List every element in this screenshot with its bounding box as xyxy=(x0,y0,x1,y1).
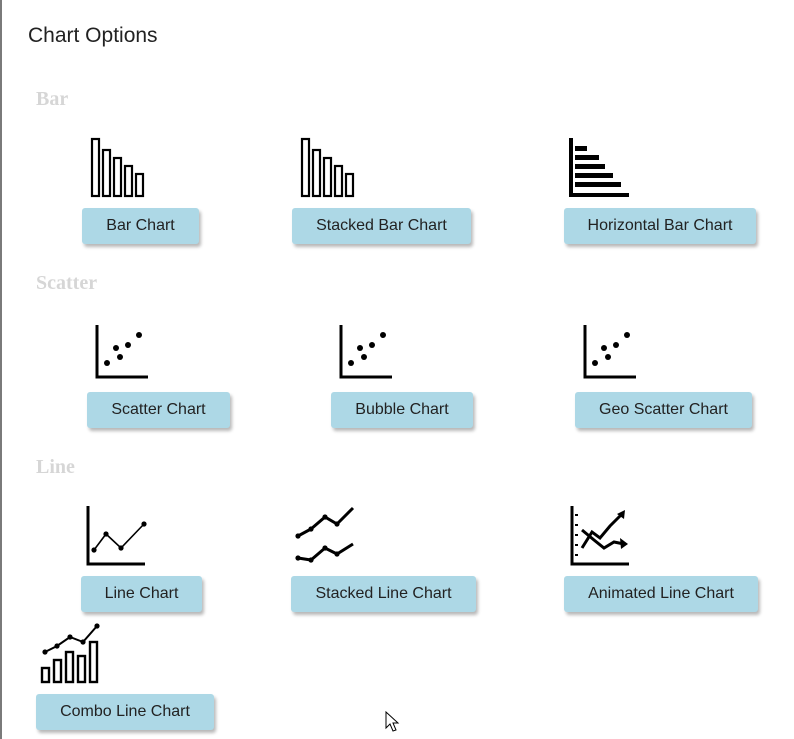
stacked-line-chart-icon xyxy=(295,506,355,563)
geo-scatter-chart-icon xyxy=(583,325,636,379)
animated-line-chart-button[interactable]: Animated Line Chart xyxy=(564,576,758,612)
geo-scatter-chart-button[interactable]: Geo Scatter Chart xyxy=(575,392,752,428)
section-heading-bar: Bar xyxy=(36,88,69,110)
stacked-bar-chart-button[interactable]: Stacked Bar Chart xyxy=(292,208,471,244)
section-heading-line: Line xyxy=(36,456,75,478)
line-chart-icon xyxy=(86,506,147,566)
bubble-chart-icon xyxy=(339,325,392,379)
bar-chart-button[interactable]: Bar Chart xyxy=(82,208,199,244)
dialog-title: Chart Options xyxy=(28,24,158,47)
combo-line-chart-icon xyxy=(40,623,100,684)
stacked-bar-chart-icon xyxy=(300,137,355,198)
mouse-cursor-icon xyxy=(385,711,400,732)
bubble-chart-button[interactable]: Bubble Chart xyxy=(331,392,473,428)
combo-line-chart-button[interactable]: Combo Line Chart xyxy=(36,694,214,730)
line-chart-button[interactable]: Line Chart xyxy=(81,576,202,612)
section-heading-scatter: Scatter xyxy=(36,272,98,294)
animated-line-chart-icon xyxy=(570,506,629,566)
horizontal-bar-chart-icon xyxy=(569,138,629,197)
scatter-chart-icon xyxy=(95,325,148,379)
scatter-chart-button[interactable]: Scatter Chart xyxy=(87,392,230,428)
bar-chart-icon xyxy=(90,137,145,198)
horizontal-bar-chart-button[interactable]: Horizontal Bar Chart xyxy=(564,208,756,244)
stacked-line-chart-button[interactable]: Stacked Line Chart xyxy=(291,576,476,612)
